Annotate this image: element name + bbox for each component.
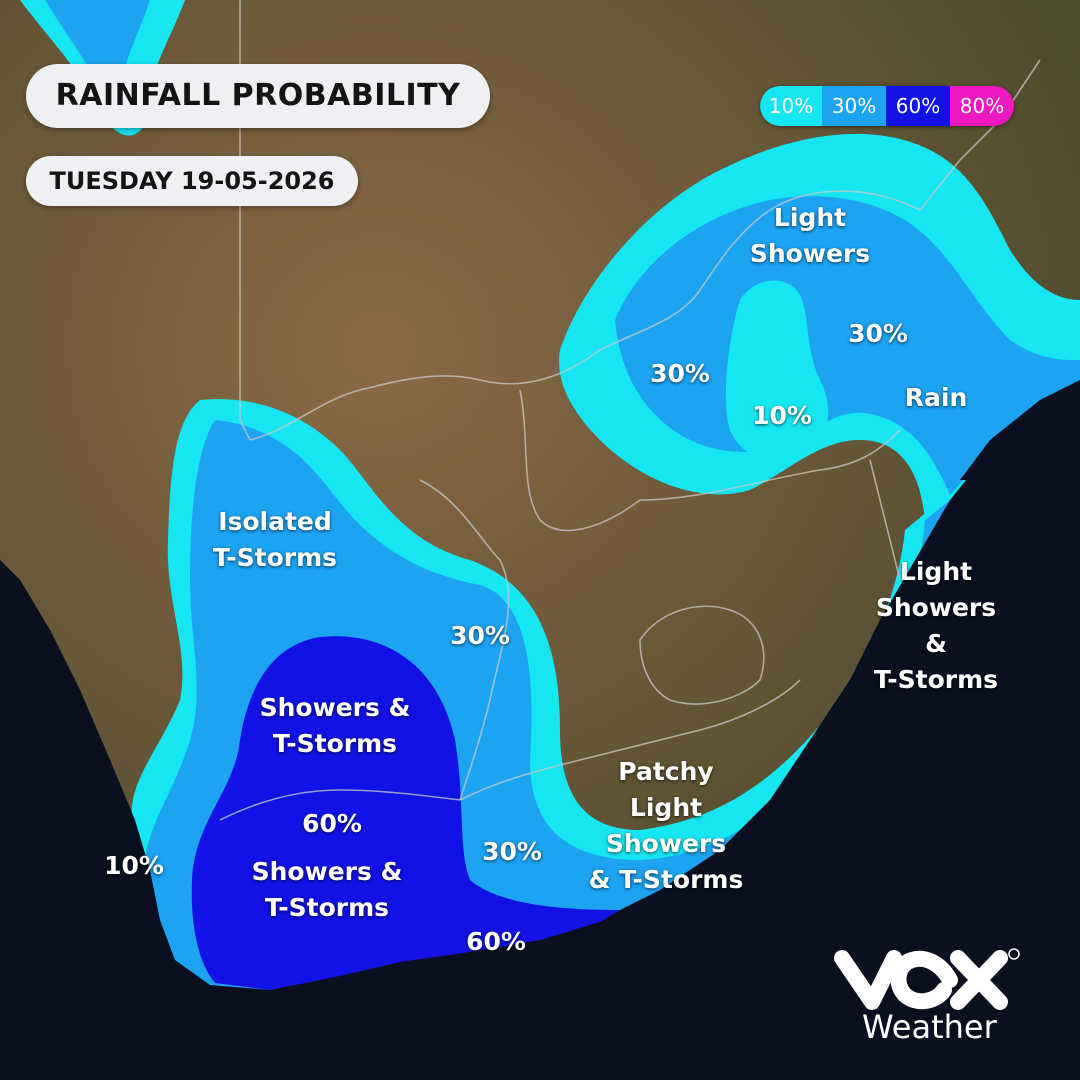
brand-name: Weather bbox=[862, 1008, 997, 1046]
label-showers-tstorms-1: Showers & T-Storms bbox=[259, 693, 411, 758]
legend-30: 30% bbox=[822, 86, 886, 126]
label-west-10: 10% bbox=[104, 851, 164, 880]
nw-band-30 bbox=[45, 0, 150, 97]
ocean-mask bbox=[0, 380, 1080, 1080]
label-north-30-east: 30% bbox=[848, 319, 908, 348]
label-north-30-west: 30% bbox=[650, 359, 710, 388]
label-patchy-light-showers: Patchy Light Showers & T-Storms bbox=[588, 757, 744, 894]
probability-legend: 10% 30% 60% 80% bbox=[760, 86, 1014, 126]
label-north-light-showers: Light Showers bbox=[749, 203, 871, 268]
label-isolated-tstorms: Isolated T-Storms bbox=[212, 507, 338, 572]
label-60-a: 60% bbox=[302, 809, 362, 838]
label-rain: Rain bbox=[904, 383, 968, 412]
label-showers-tstorms-2: Showers & T-Storms bbox=[251, 857, 403, 922]
legend-10: 10% bbox=[760, 86, 822, 126]
legend-60: 60% bbox=[886, 86, 950, 126]
legend-80: 80% bbox=[950, 86, 1014, 126]
label-south-60: 60% bbox=[466, 927, 526, 956]
map-title: RAINFALL PROBABILITY bbox=[26, 64, 490, 128]
vox-logo-icon bbox=[834, 948, 1020, 1010]
sw-core-60 bbox=[191, 636, 620, 990]
label-east-light-showers: Light Showers & T-Storms bbox=[873, 557, 999, 694]
ne-tongue-10 bbox=[725, 280, 829, 461]
label-north-10: 10% bbox=[752, 401, 812, 430]
ocean-mask-east bbox=[960, 380, 1080, 480]
forecast-date: TUESDAY 19-05-2026 bbox=[26, 156, 358, 206]
borders bbox=[219, 0, 1041, 821]
label-central-30: 30% bbox=[450, 621, 510, 650]
label-south-30: 30% bbox=[482, 837, 542, 866]
